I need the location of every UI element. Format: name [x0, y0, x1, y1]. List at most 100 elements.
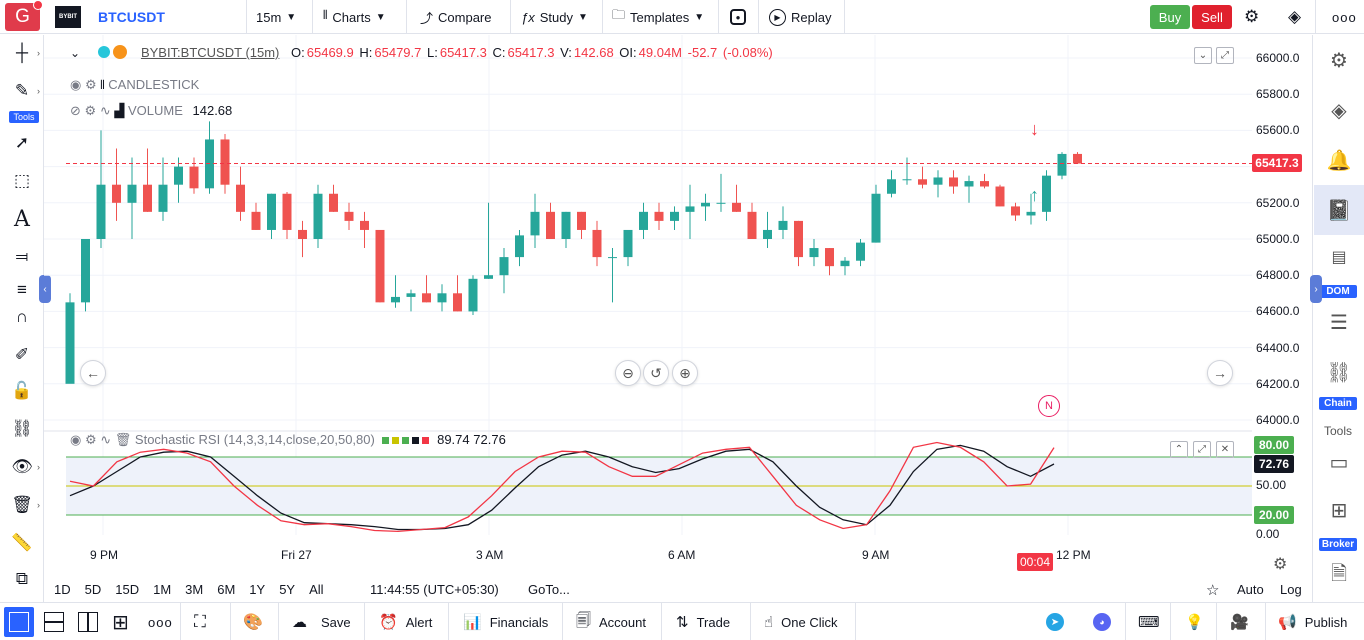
legend-title[interactable]: BYBIT:BTCUSDT (15m)	[140, 45, 280, 60]
sell-button[interactable]: Sell	[1192, 5, 1232, 29]
buy-button[interactable]: Buy	[1150, 5, 1190, 29]
range-button[interactable]: 5D	[84, 582, 102, 597]
fullscreen-button[interactable]: ⛶	[194, 603, 206, 640]
pane-maximize-button[interactable]: ⤢	[1216, 47, 1234, 64]
keyboard-button[interactable]: ⌨	[1138, 603, 1160, 640]
zoom-out-button[interactable]: ⊖	[615, 360, 641, 386]
range-button[interactable]: 5Y	[279, 582, 296, 597]
dom-panel-button[interactable]: ▤	[1326, 244, 1352, 270]
more-layouts-button[interactable]: ooo	[148, 603, 173, 640]
magnet-tool[interactable]: ∩	[10, 305, 34, 329]
user-avatar[interactable]: G	[5, 0, 43, 31]
watchlist-panel-button[interactable]: 📓	[1314, 185, 1364, 235]
range-button[interactable]: 1Y	[249, 582, 266, 597]
range-button[interactable]: 1D	[54, 582, 71, 597]
compare-button[interactable]: ⤴ Compare	[414, 0, 497, 34]
account-button[interactable]: 🗐 Account	[576, 603, 646, 640]
range-button[interactable]: All	[309, 582, 324, 597]
ruler-tool[interactable]: 📏	[10, 531, 34, 555]
layout-grid-button[interactable]: ⊞	[112, 603, 129, 640]
layout-columns-button[interactable]	[78, 603, 98, 640]
chain-panel-button[interactable]: ⛓	[1326, 359, 1352, 385]
range-button[interactable]: 3M	[185, 582, 204, 597]
gear-icon[interactable]: ⚙	[84, 77, 97, 92]
replay-button[interactable]: ▶ Replay	[763, 0, 837, 34]
one-click-button[interactable]: ☝ One Click	[764, 603, 838, 640]
layout-single-button[interactable]	[4, 607, 34, 637]
interval-dropdown[interactable]: 15m ▼	[250, 0, 302, 34]
gear-icon[interactable]: ⚙	[84, 103, 97, 118]
charts-dropdown[interactable]: 𝍪 Charts ▼	[317, 0, 392, 34]
goto-button[interactable]: GoTo...	[528, 582, 570, 597]
settings-button[interactable]: ⚙	[1238, 0, 1265, 34]
zoom-in-button[interactable]: ⊕	[672, 360, 698, 386]
financials-button[interactable]: 📊 Financials	[463, 603, 548, 640]
ideas-button[interactable]: 💡	[1185, 603, 1204, 640]
symbol-search-button[interactable]: BTCUSDT	[98, 9, 165, 25]
object-tree-tool[interactable]: ⧉	[10, 567, 34, 591]
link-icon: ⛓	[11, 419, 33, 438]
telegram-button[interactable]: ➤	[1046, 603, 1064, 640]
trade-button[interactable]: ⇅ Trade	[676, 603, 730, 640]
grid-panel-button[interactable]: ⊞	[1326, 497, 1352, 523]
range-button[interactable]: 15D	[115, 582, 140, 597]
toggle-panel-button[interactable]: ▭	[1326, 449, 1352, 475]
link-tool[interactable]: ⛓	[10, 417, 34, 441]
more-button[interactable]: ooo	[1326, 0, 1363, 34]
trash-icon[interactable]: 🗑	[114, 432, 132, 447]
layers-panel-button[interactable]: ◈	[1326, 97, 1352, 123]
text-tool[interactable]: A	[10, 207, 34, 232]
discord-button[interactable]: ◕	[1093, 603, 1111, 640]
templates-dropdown[interactable]: 🗀 Templates ▼	[606, 0, 710, 34]
pane-close-button[interactable]: ✕	[1216, 441, 1234, 458]
eye-off-icon[interactable]: ⊘	[70, 103, 81, 118]
settings-panel-button[interactable]: ⚙	[1326, 47, 1352, 73]
measure-tool[interactable]: ≡	[10, 278, 34, 302]
pane-maximize-button[interactable]: ⤢	[1193, 441, 1211, 458]
candle	[794, 220, 803, 267]
clock[interactable]: 11:44:55 (UTC+05:30)	[370, 582, 499, 597]
gear-icon[interactable]: ⚙	[84, 432, 97, 447]
visibility-tool[interactable]: 👁 ›	[10, 455, 40, 479]
fib-tool[interactable]: ⫤	[10, 245, 34, 269]
trade-arrows-icon: ⇅	[676, 614, 689, 631]
layout-rows-button[interactable]	[44, 603, 64, 640]
reset-chart-button[interactable]: ↺	[643, 360, 669, 386]
news-badge[interactable]: N	[1038, 395, 1060, 417]
delete-tool[interactable]: 🗑 ›	[10, 493, 40, 517]
theme-button[interactable]: 🎨	[243, 603, 263, 640]
auto-scale-button[interactable]: Auto	[1237, 582, 1264, 597]
log-scale-button[interactable]: Log	[1280, 582, 1302, 597]
instagram-button[interactable]: ●	[724, 0, 752, 34]
favorite-button[interactable]: ☆	[1206, 581, 1219, 599]
eye-icon[interactable]: ◉	[70, 432, 82, 447]
collapse-legend-icon[interactable]: ⌄	[70, 46, 81, 60]
orders-panel-button[interactable]: 🗎	[1326, 563, 1352, 589]
chart-area[interactable]: ⌄ BYBIT:BTCUSDT (15m) O: 65469.9 H: 65479.…	[44, 35, 1312, 602]
collapse-left-toolbar-button[interactable]: ‹	[39, 275, 51, 303]
chart-settings-button[interactable]: ⚙	[1273, 554, 1287, 574]
pane-move-up-button[interactable]: ⌃	[1170, 441, 1188, 458]
lock-tool[interactable]: 🔓	[10, 379, 34, 403]
scroll-left-button[interactable]: ←	[80, 360, 106, 386]
publish-button[interactable]: 📢 Publish	[1278, 603, 1347, 640]
pencil-tool[interactable]: ✎ ›	[10, 79, 40, 103]
crosshair-tool[interactable]: ┼ ›	[10, 41, 40, 65]
range-button[interactable]: 1M	[153, 582, 172, 597]
scroll-right-button[interactable]: →	[1207, 360, 1233, 386]
alerts-panel-button[interactable]: 🔔	[1326, 147, 1352, 173]
alert-button[interactable]: ⏰ Alert	[379, 603, 432, 640]
rectangle-tool[interactable]: ⬚	[10, 169, 34, 193]
pane-collapse-button[interactable]: ⌄	[1194, 47, 1212, 64]
save-button[interactable]: ☁ Save	[292, 603, 351, 640]
lock-drawings-tool[interactable]: ✐	[10, 343, 34, 367]
video-button[interactable]: 🎥	[1230, 603, 1249, 640]
eye-icon[interactable]: ◉	[70, 77, 82, 92]
list-panel-button[interactable]: ☰	[1326, 309, 1352, 335]
cursor-tool[interactable]: ➚	[10, 131, 34, 155]
range-button[interactable]: 6M	[217, 582, 236, 597]
layers-button[interactable]: ◈	[1282, 0, 1307, 34]
chart-canvas[interactable]	[44, 35, 1312, 602]
collapse-right-sidebar-button[interactable]: ›	[1310, 275, 1322, 303]
study-dropdown[interactable]: ƒx Study ▼	[515, 0, 594, 34]
